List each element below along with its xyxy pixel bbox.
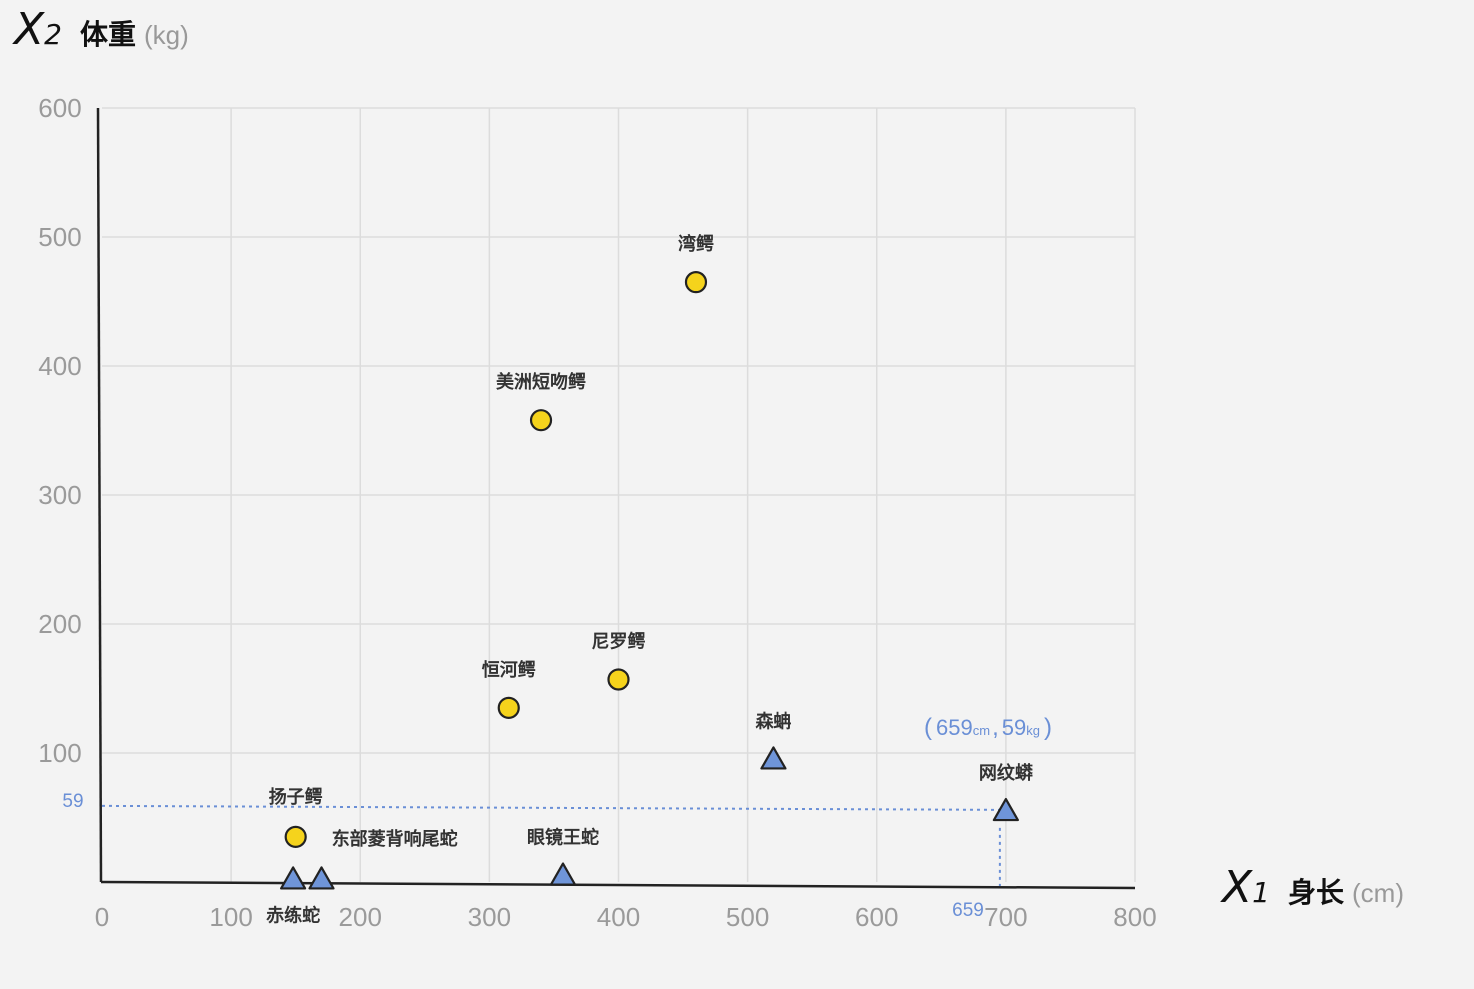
y-tick-label: 400 [38, 351, 81, 381]
grid-lines [102, 107, 1136, 882]
point-label: 网纹蟒 [979, 762, 1034, 784]
point-label: 眼镜王蛇 [527, 827, 599, 849]
data-point-circle [497, 696, 520, 719]
y-tick-label: 500 [38, 222, 81, 252]
x-axis-line [100, 880, 1136, 890]
y-axis-line [96, 107, 103, 883]
highlight-guide-horizontal [101, 804, 1006, 811]
point-label: 恒河鳄 [482, 659, 536, 681]
highlight-x-tick: 659 [952, 900, 984, 921]
point-label: 东部菱背响尾蛇 [332, 828, 458, 850]
data-point-triangle [992, 797, 1019, 822]
x-tick-label: 700 [984, 902, 1027, 932]
data-point-circle [607, 668, 630, 691]
highlight-y-tick: 59 [62, 791, 83, 812]
data-point-triangle [308, 866, 335, 890]
data-point-triangle [549, 862, 577, 886]
point-label: 美洲短吻鳄 [496, 371, 586, 393]
x-tick-label: 600 [855, 902, 898, 932]
point-label: 森蚺 [755, 710, 791, 732]
data-point-circle [284, 825, 307, 848]
x-tick-labels: 0 100 200 300 400 500 600 700 800 [95, 902, 1157, 932]
point-label: 尼罗鳄 [592, 630, 646, 652]
y-tick-label: 300 [38, 480, 81, 510]
x-tick-label: 800 [1113, 902, 1156, 932]
x-tick-label: 0 [95, 902, 109, 932]
x-tick-label: 300 [468, 902, 511, 932]
y-tick-labels: 100 200 300 400 500 600 [38, 93, 81, 768]
x-tick-label: 200 [339, 902, 382, 932]
x-tick-label: 400 [597, 902, 640, 932]
data-point-triangle [760, 746, 787, 770]
data-point-circle [684, 271, 708, 294]
point-label: 扬子鳄 [269, 786, 323, 808]
point-label: 湾鳄 [678, 233, 714, 255]
y-tick-label: 600 [38, 93, 81, 123]
y-tick-label: 100 [38, 738, 81, 768]
data-point-circle [529, 409, 553, 432]
highlight-coordinate-annotation: (659cm, 59kg) [924, 714, 1052, 741]
y-tick-label: 200 [38, 609, 81, 639]
data-point-triangle [280, 866, 307, 890]
y-axis-title: X2 体重 (kg) [12, 4, 189, 55]
x-tick-label: 500 [726, 902, 769, 932]
point-label: 赤练蛇 [266, 904, 320, 926]
x-tick-label: 100 [209, 902, 252, 932]
x-axis-title: X1 身长 (cm) [1220, 862, 1404, 913]
data-points [280, 271, 1019, 890]
